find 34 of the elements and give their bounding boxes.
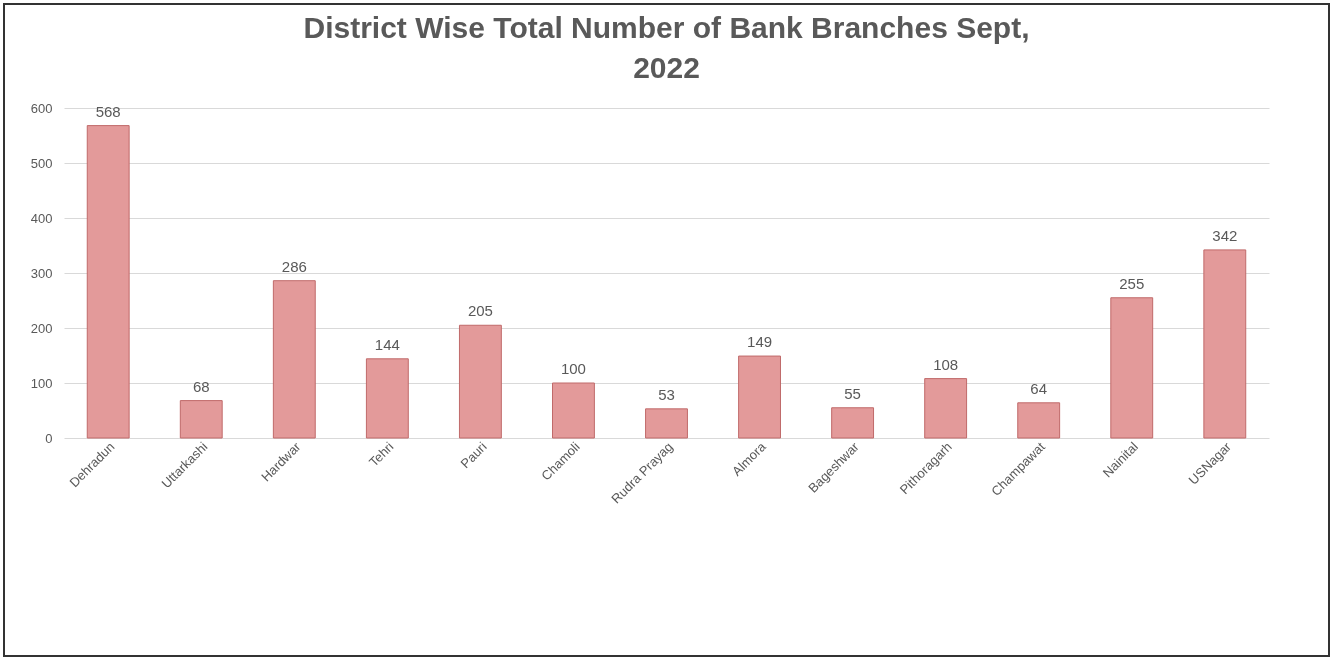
bar xyxy=(365,358,409,439)
bar xyxy=(86,125,130,439)
data-label: 55 xyxy=(844,384,861,402)
bar xyxy=(458,324,502,439)
data-label: 342 xyxy=(1212,226,1238,244)
y-tick-label: 500 xyxy=(30,155,53,171)
bar xyxy=(179,400,223,439)
data-label: 205 xyxy=(467,302,493,320)
y-tick-label: 300 xyxy=(30,265,53,281)
bar xyxy=(552,382,595,439)
bar xyxy=(924,378,968,439)
chart-title: District Wise Total Number of Bank Branches Sept, 2022 xyxy=(303,11,1030,84)
data-label: 149 xyxy=(747,333,773,351)
data-label: 286 xyxy=(281,257,307,275)
bar xyxy=(1017,402,1061,439)
data-label: 144 xyxy=(374,335,400,353)
data-label: 68 xyxy=(192,377,210,395)
data-label: 64 xyxy=(1030,379,1048,397)
y-tick-label: 100 xyxy=(30,375,53,391)
data-label: 100 xyxy=(560,360,586,377)
bar xyxy=(645,408,688,439)
y-tick-label: 400 xyxy=(30,210,53,226)
bar xyxy=(831,407,875,439)
data-label: 108 xyxy=(933,355,959,373)
bar xyxy=(1203,249,1247,439)
y-tick-label: 600 xyxy=(30,100,53,116)
bar xyxy=(272,280,316,439)
y-tick-label: 0 xyxy=(45,430,53,446)
data-label: 255 xyxy=(1119,274,1145,292)
bar xyxy=(1110,297,1154,439)
y-tick-label: 200 xyxy=(30,320,53,336)
data-label: 568 xyxy=(95,102,121,120)
data-label: 53 xyxy=(658,385,675,403)
bar xyxy=(738,355,781,439)
